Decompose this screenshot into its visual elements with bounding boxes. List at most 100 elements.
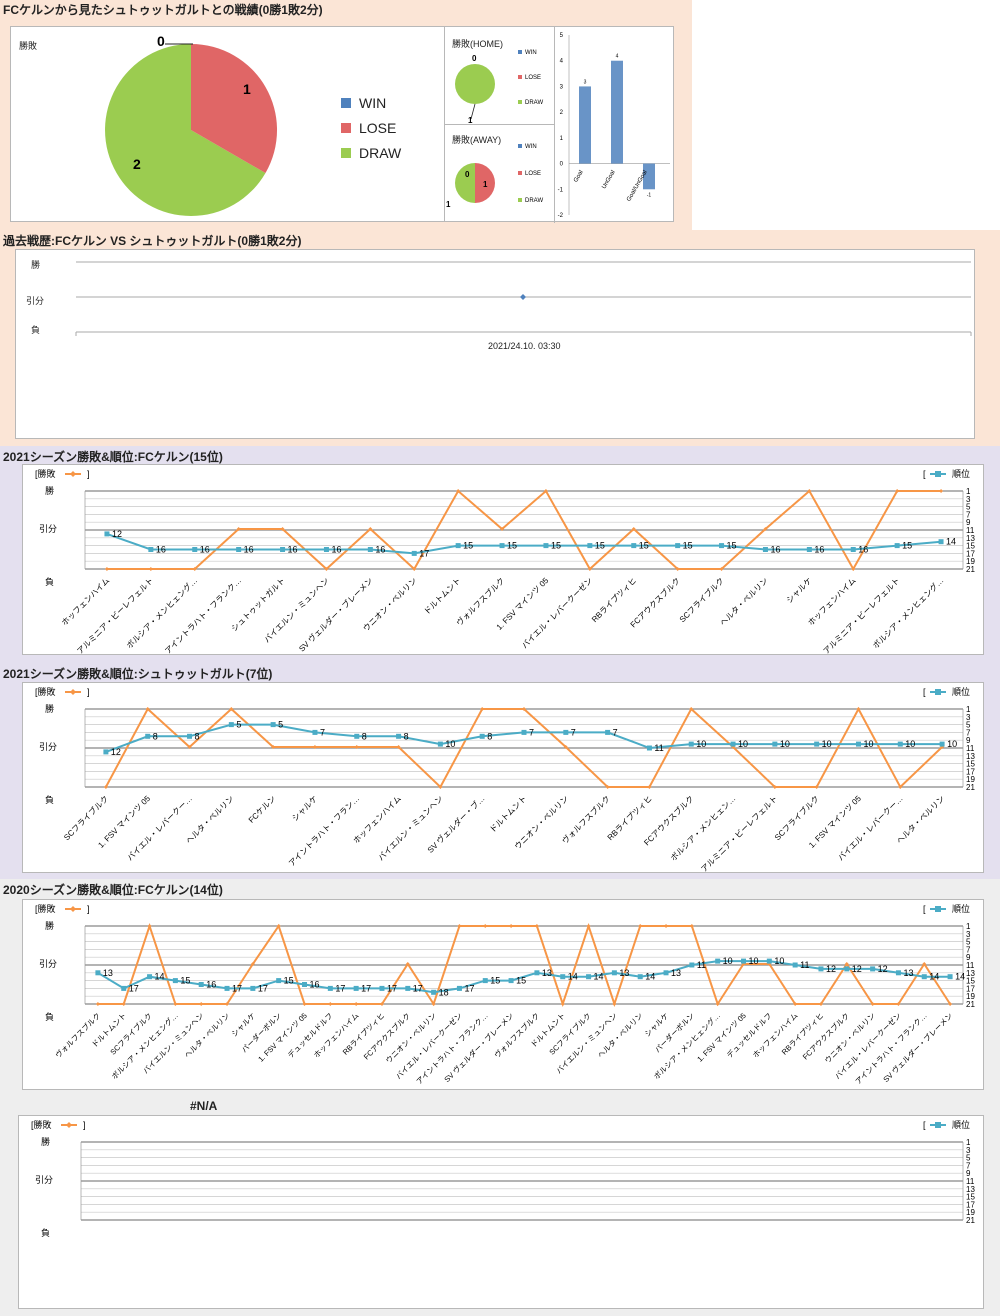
rank-point xyxy=(741,958,746,964)
rank-value-label: 10 xyxy=(905,739,915,749)
rank-point xyxy=(663,970,669,976)
home-pie-value-1: 1 xyxy=(468,116,473,125)
category-label: SCフライブルク xyxy=(772,793,821,842)
category-label: ボルシア・メンヒェング… xyxy=(124,575,199,650)
rank-point xyxy=(631,543,637,549)
rank-value-label: 14 xyxy=(155,972,165,982)
rank-point xyxy=(95,970,101,976)
away-pie-panel: 勝敗(AWAY) 0 1 1 WIN LOSE DRAW xyxy=(444,125,554,222)
rank-value-label: 17 xyxy=(464,983,474,993)
pie-slice-draw xyxy=(105,44,266,217)
history-date: 2021/24.10. 03:30 xyxy=(488,341,561,351)
pie-slice-lose xyxy=(191,44,278,173)
result-point xyxy=(173,1002,178,1006)
history-title: 過去戦歴:FCケルン VS シュトゥットガルト(0勝1敗2分) xyxy=(3,234,302,248)
rank-value-label: 16 xyxy=(310,980,320,990)
rank-point xyxy=(327,985,333,991)
legend-rank-bracket: [ xyxy=(923,1120,926,1130)
rank-value-label: 16 xyxy=(288,545,298,555)
result-point xyxy=(689,924,694,928)
rank-point xyxy=(367,547,373,552)
category-label: デュッセルドルフ xyxy=(285,1010,334,1059)
result-point xyxy=(807,489,812,493)
rank-tick: 7 xyxy=(966,945,971,954)
legend-rank-label: 順位 xyxy=(952,686,970,697)
category-label: ヘルタ・ベルリン xyxy=(718,576,770,628)
legend-result-marker xyxy=(66,1122,72,1128)
rank-point xyxy=(563,729,569,735)
result-point xyxy=(844,962,849,966)
rank-value-label: 14 xyxy=(645,972,655,982)
legend-win: WIN xyxy=(341,95,386,111)
rank-value-label: 12 xyxy=(111,747,121,757)
rank-tick: 19 xyxy=(966,775,975,784)
y-label-draw: 引分 xyxy=(39,742,57,752)
category-label: ホッフェンハイム xyxy=(312,1011,361,1060)
category-label: ヘルタ・ベルリン xyxy=(596,1011,645,1060)
legend-swatch-lose xyxy=(341,123,351,133)
rank-tick: 21 xyxy=(966,1216,975,1225)
goal-ytick: 0 xyxy=(560,162,564,168)
home-pie-label: 勝敗(HOME) xyxy=(452,39,503,49)
rank-value-label: 12 xyxy=(112,529,122,539)
rank-point xyxy=(938,539,944,545)
rank-tick: 15 xyxy=(966,542,975,551)
legend-label-lose: LOSE xyxy=(359,120,397,136)
category-label: シャルケ xyxy=(290,794,319,823)
summary-panel: 勝敗 0 1 2 WIN LOSE DRAW 勝敗(HOME) 0 1 WIN … xyxy=(10,26,674,223)
result-point xyxy=(772,785,777,789)
rank-value-label: 7 xyxy=(529,727,534,737)
rank-point xyxy=(689,962,695,968)
rank-point xyxy=(587,543,593,549)
koln2021-band: 2021シーズン勝敗&順位:FCケルン(15位) [勝敗][順位勝引分負 1 3 5 7… xyxy=(0,446,1000,661)
koln2020-title: 2020シーズン勝敗&順位:FCケルン(14位) xyxy=(3,883,223,897)
rank-point xyxy=(354,733,360,739)
rank-value-label: 14 xyxy=(955,972,965,982)
result-point xyxy=(522,707,526,711)
category-label: ボルシア・メンヒェング… xyxy=(871,575,946,650)
legend-label-draw: DRAW xyxy=(359,145,402,161)
rank-value-label: 7 xyxy=(571,727,576,737)
rank-tick: 7 xyxy=(966,510,971,519)
rank-point xyxy=(637,974,643,980)
legend-rank-bracket: [ xyxy=(923,687,926,697)
legend-result-bracket: ] xyxy=(83,1120,86,1130)
rank-point xyxy=(894,543,900,549)
rank-point xyxy=(806,547,812,552)
rank-value-label: 13 xyxy=(671,968,681,978)
rank-point xyxy=(814,741,820,747)
main-pie-label: 勝敗 xyxy=(19,41,38,51)
result-point xyxy=(870,1002,875,1006)
home-pie-draw xyxy=(455,64,495,104)
goal-ytick: 2 xyxy=(560,110,564,116)
rank-value-label: 17 xyxy=(129,983,139,993)
rank-tick: 1 xyxy=(966,705,971,714)
result-point xyxy=(586,924,591,928)
rank-point xyxy=(772,741,778,747)
rank-point xyxy=(844,966,850,972)
rank-tick: 15 xyxy=(966,1193,975,1202)
legend-result-label: [勝敗 xyxy=(35,903,56,914)
result-point xyxy=(763,527,768,531)
category-label: ホッフェンハイム xyxy=(806,576,857,627)
goal-bar-1 xyxy=(611,60,623,164)
rank-tick: 11 xyxy=(966,744,975,753)
goal-category: UnGoal xyxy=(601,170,616,191)
result-point xyxy=(121,1002,126,1006)
rank-value-label: 16 xyxy=(858,545,868,555)
result-point xyxy=(354,1002,359,1006)
rank-tick: 5 xyxy=(966,721,971,730)
category-label: アイントラハト・フラン… xyxy=(287,794,361,868)
rank-point xyxy=(855,741,861,747)
rank-value-label: 14 xyxy=(946,537,956,547)
rank-tick: 5 xyxy=(966,1154,971,1163)
legend-swatch-draw xyxy=(341,148,351,158)
rank-value-label: 13 xyxy=(903,968,913,978)
legend-swatch-win xyxy=(341,98,351,108)
away-legend-lose: LOSE xyxy=(525,171,541,177)
rank-line xyxy=(106,532,942,555)
goal-ytick: 4 xyxy=(560,59,564,65)
na-title: #N/A xyxy=(190,1099,218,1113)
home-pie-panel: 勝敗(HOME) 0 1 WIN LOSE DRAW xyxy=(444,27,554,125)
